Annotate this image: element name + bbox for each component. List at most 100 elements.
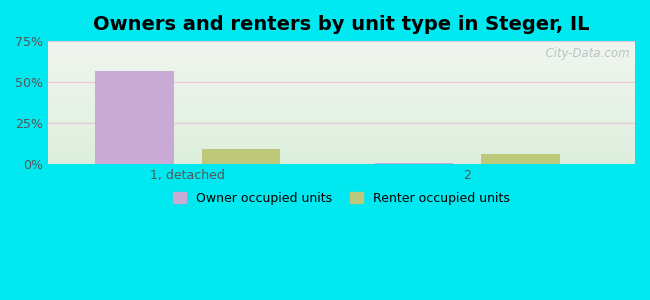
Bar	[48, 119, 635, 120]
Bar	[48, 81, 635, 82]
Bar	[48, 55, 635, 56]
Bar	[48, 47, 635, 48]
Bar	[48, 136, 635, 137]
Bar	[48, 89, 635, 90]
Bar	[48, 59, 635, 60]
Bar	[48, 110, 635, 111]
Bar	[48, 101, 635, 102]
Bar	[48, 88, 635, 89]
Bar	[48, 56, 635, 57]
Bar	[48, 147, 635, 148]
Bar	[48, 127, 635, 128]
Bar	[48, 77, 635, 78]
Bar	[48, 153, 635, 154]
Bar	[48, 151, 635, 152]
Bar	[48, 78, 635, 79]
Bar	[48, 138, 635, 139]
Bar	[48, 155, 635, 156]
Bar	[48, 61, 635, 62]
Bar	[48, 72, 635, 73]
Bar	[48, 158, 635, 159]
Bar	[48, 105, 635, 106]
Bar	[48, 129, 635, 130]
Bar	[48, 90, 635, 91]
Bar	[48, 143, 635, 144]
Bar	[48, 114, 635, 115]
Bar	[48, 64, 635, 65]
Bar	[48, 85, 635, 86]
Bar	[48, 67, 635, 68]
Bar	[48, 76, 635, 77]
Bar	[48, 152, 635, 153]
Bar	[48, 124, 635, 125]
Bar	[48, 95, 635, 96]
Bar	[48, 92, 635, 93]
Bar	[48, 54, 635, 55]
Bar	[48, 94, 635, 95]
Bar	[48, 46, 635, 47]
Bar	[48, 102, 635, 103]
Bar	[48, 131, 635, 132]
Bar	[48, 145, 635, 146]
Bar	[48, 163, 635, 164]
Bar	[48, 103, 635, 104]
Bar	[48, 44, 635, 45]
Bar	[48, 150, 635, 151]
Bar	[48, 49, 635, 50]
Bar	[48, 51, 635, 52]
Bar	[48, 132, 635, 133]
Bar	[48, 50, 635, 51]
Bar	[48, 82, 635, 83]
Bar	[48, 141, 635, 142]
Bar	[48, 117, 635, 118]
Bar	[48, 140, 635, 141]
Bar	[48, 104, 635, 105]
Bar	[48, 60, 635, 61]
Bar	[48, 107, 635, 108]
Bar	[48, 82, 635, 83]
Bar	[48, 126, 635, 127]
Bar	[48, 73, 635, 74]
Bar	[48, 116, 635, 117]
Bar	[48, 123, 635, 124]
Bar	[48, 79, 635, 80]
Bar	[48, 58, 635, 59]
Title: Owners and renters by unit type in Steger, IL: Owners and renters by unit type in Stege…	[93, 15, 590, 34]
Bar	[48, 98, 635, 99]
Bar	[48, 83, 635, 84]
Bar	[48, 84, 635, 85]
Bar	[48, 135, 635, 136]
Bar	[48, 111, 635, 112]
Bar	[48, 65, 635, 66]
Bar	[48, 161, 635, 162]
Bar	[48, 134, 635, 135]
Bar	[375, 163, 453, 164]
Bar	[48, 70, 635, 71]
Bar	[96, 71, 174, 164]
Bar	[48, 159, 635, 160]
Bar	[48, 68, 635, 69]
Bar	[48, 43, 635, 44]
Bar	[48, 154, 635, 155]
Bar	[48, 53, 635, 54]
Bar	[48, 144, 635, 145]
Bar	[48, 69, 635, 70]
Bar	[48, 142, 635, 143]
Bar	[48, 48, 635, 49]
Bar	[48, 106, 635, 107]
Bar	[48, 130, 635, 131]
Bar	[48, 100, 635, 101]
Bar	[48, 113, 635, 114]
Bar	[48, 66, 635, 67]
Bar	[48, 108, 635, 109]
Bar	[48, 115, 635, 116]
Bar	[48, 146, 635, 147]
Legend: Owner occupied units, Renter occupied units: Owner occupied units, Renter occupied un…	[168, 187, 515, 210]
Bar	[48, 156, 635, 157]
Bar	[48, 160, 635, 161]
Bar	[48, 93, 635, 94]
Bar	[48, 99, 635, 100]
Bar	[48, 128, 635, 129]
Bar	[48, 52, 635, 53]
Bar	[48, 75, 635, 76]
